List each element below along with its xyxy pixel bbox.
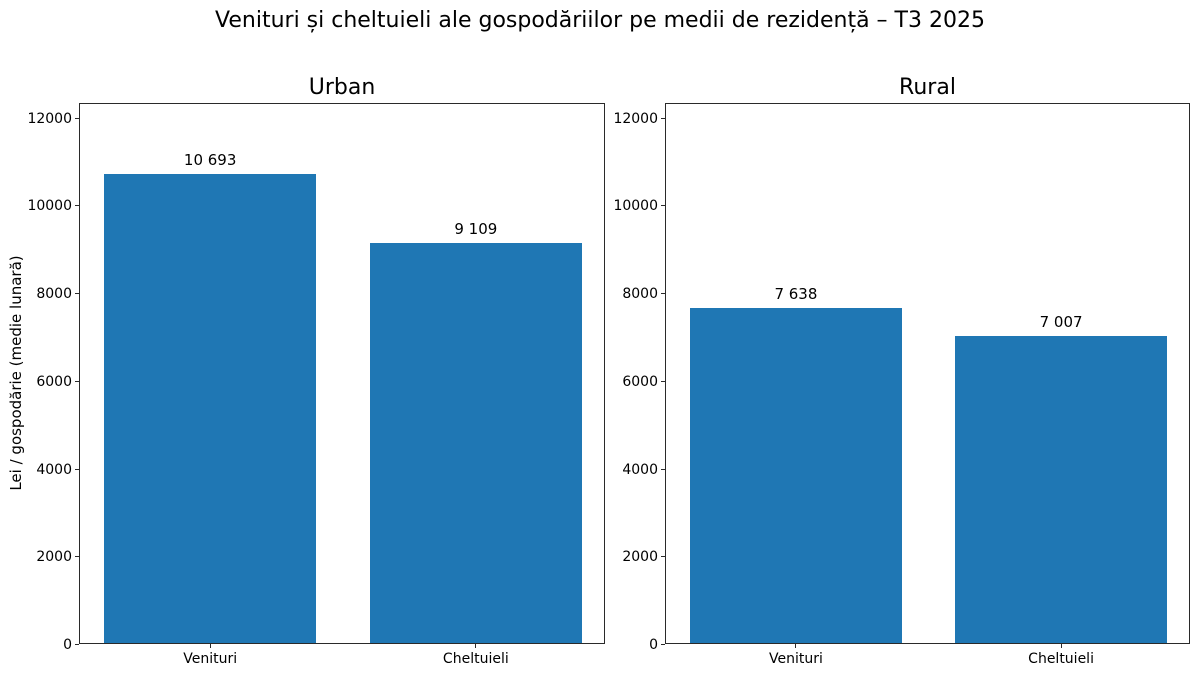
x-tick-mark (1060, 644, 1062, 648)
y-tick-label: 0 (649, 637, 658, 653)
y-tick-mark (661, 468, 665, 470)
y-tick-mark (661, 556, 665, 558)
y-tick-label: 12000 (613, 110, 658, 127)
y-tick-mark (75, 205, 79, 207)
y-tick-label: 4000 (36, 461, 72, 478)
y-tick-label: 8000 (622, 286, 658, 303)
bar-venituri (689, 308, 902, 643)
subplot-title: Urban (308, 75, 376, 100)
figure-title: Venituri și cheltuieli ale gospodăriilor… (215, 8, 985, 33)
y-tick-label: 10000 (27, 198, 72, 215)
x-tick-label: Venituri (768, 651, 823, 667)
y-tick-mark (75, 556, 79, 558)
bar-cheltuieli (369, 243, 583, 643)
y-tick-mark (75, 644, 79, 645)
y-tick-mark (661, 205, 665, 207)
y-tick-mark (661, 380, 665, 382)
y-tick-label: 12000 (27, 110, 72, 127)
bar-value-label: 7 638 (774, 285, 818, 303)
bar-value-label: 10 693 (183, 151, 237, 169)
y-tick-label: 2000 (36, 549, 72, 566)
x-tick-label: Venituri (183, 651, 238, 667)
y-tick-label: 6000 (36, 373, 72, 390)
y-tick-mark (75, 468, 79, 470)
y-tick-mark (661, 644, 665, 645)
y-tick-mark (75, 293, 79, 295)
y-tick-mark (661, 117, 665, 119)
y-tick-label: 6000 (622, 373, 658, 390)
y-tick-mark (661, 293, 665, 295)
x-tick-mark (209, 644, 211, 648)
bar-venituri (103, 174, 317, 643)
x-tick-label: Cheltuieli (442, 651, 509, 667)
bar-value-label: 7 007 (1039, 313, 1083, 331)
y-tick-label: 2000 (622, 549, 658, 566)
subplot-title: Rural (899, 75, 956, 100)
x-tick-mark (475, 644, 477, 648)
axes-rural: Rural 0 2000 4000 6000 8000 10000 12000 7 638 Ven… (613, 75, 1190, 667)
bar-value-label: 9 109 (454, 220, 498, 238)
y-tick-label: 10000 (613, 198, 658, 215)
bar-cheltuieli (955, 336, 1168, 643)
y-tick-mark (75, 380, 79, 382)
x-tick-label: Cheltuieli (1028, 651, 1094, 667)
y-tick-label: 4000 (622, 461, 658, 478)
x-tick-mark (795, 644, 797, 648)
y-tick-label: 0 (63, 637, 72, 653)
y-tick-label: 8000 (36, 286, 72, 303)
axes-urban: Urban 0 2000 4000 6000 8000 10000 12000 10 693 Ve… (27, 75, 605, 667)
y-tick-mark (75, 117, 79, 119)
